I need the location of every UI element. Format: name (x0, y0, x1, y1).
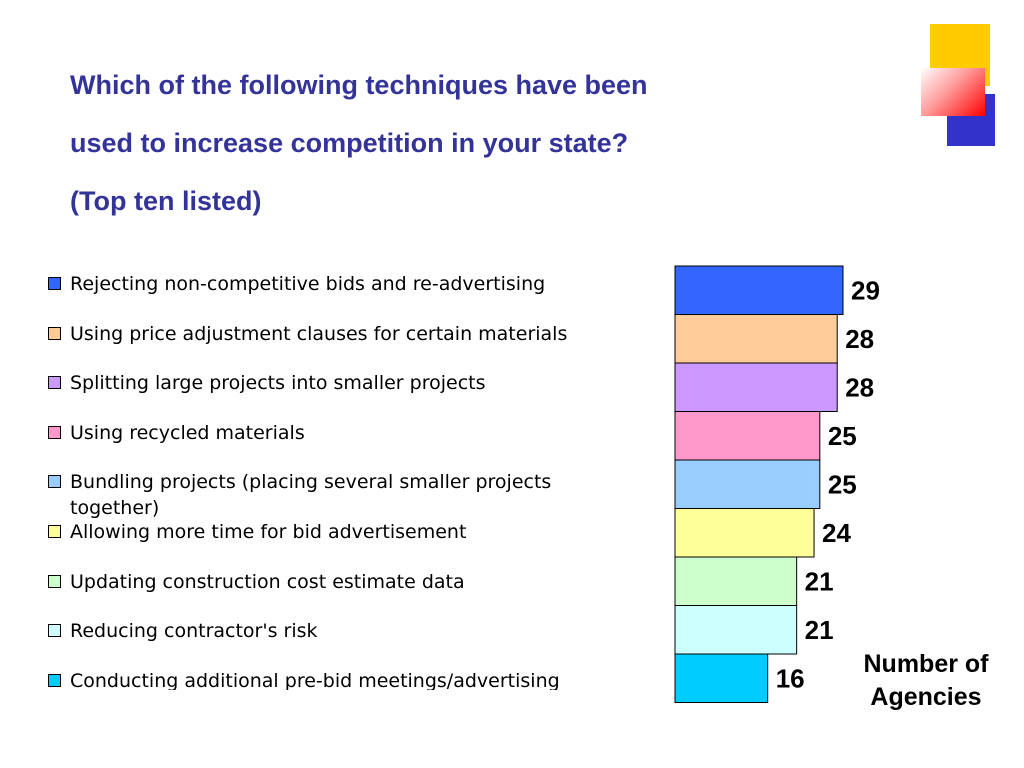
legend-item: Allowing more time for bid advertisement (48, 516, 638, 564)
legend-label: Using recycled materials (70, 421, 305, 444)
legend-item: Rejecting non-competitive bids and re-ad… (48, 268, 638, 316)
bar (674, 411, 821, 461)
legend-label: Reducing contractor's risk (70, 620, 318, 643)
data-label: 16 (776, 663, 805, 693)
legend-swatch (48, 326, 61, 340)
legend-label: Splitting large projects into smaller pr… (70, 372, 486, 395)
legend-swatch (48, 624, 61, 638)
data-label: 25 (828, 469, 857, 499)
title-line-1: Which of the following techniques have b… (70, 70, 648, 100)
legend-label: Using price adjustment clauses for certa… (70, 322, 568, 345)
bar (674, 605, 798, 655)
legend-label: Updating construction cost estimate data (70, 570, 465, 593)
bar (674, 556, 798, 606)
data-label: 28 (845, 372, 874, 402)
legend-bottom-clip (40, 690, 640, 720)
legend-swatch (48, 673, 61, 687)
chart-title: Which of the following techniques have b… (70, 56, 850, 230)
legend-label: Allowing more time for bid advertisement (70, 521, 467, 543)
legend-swatch (48, 277, 61, 290)
bar (674, 362, 838, 412)
legend-item: Updating construction cost estimate data (48, 566, 638, 614)
legend-swatch (48, 425, 61, 439)
data-label: 25 (828, 421, 857, 451)
legend-item: Using price adjustment clauses for certa… (48, 318, 638, 366)
bar (674, 653, 769, 703)
legend-item: Bundling projects (placing several small… (48, 466, 638, 519)
data-label: 21 (805, 615, 834, 645)
legend-item: Reducing contractor's risk (48, 615, 638, 663)
data-label: 24 (822, 518, 851, 548)
legend-swatch (48, 525, 61, 538)
bar (674, 265, 844, 315)
bar (674, 314, 838, 364)
decorative-red-gradient-square (921, 68, 985, 116)
legend-label: Rejecting non-competitive bids and re-ad… (70, 273, 546, 295)
legend-label: Bundling projects (placing several small… (70, 471, 552, 520)
axis-title: Number of Agencies (863, 650, 989, 711)
legend-swatch (48, 574, 61, 588)
legend-item: Using recycled materials (48, 417, 638, 465)
bar (674, 508, 815, 558)
legend-item: Conducting additional pre-bid meetings/a… (48, 665, 638, 713)
legend-swatch (48, 475, 61, 489)
legend-item: Splitting large projects into smaller pr… (48, 367, 638, 415)
data-label: 21 (805, 566, 834, 596)
bar (674, 459, 821, 509)
legend-label: Conducting additional pre-bid meetings/a… (70, 669, 560, 692)
data-label: 29 (851, 275, 880, 305)
legend-swatch (48, 376, 61, 390)
title-line-3: (Top ten listed) (70, 186, 262, 216)
data-label: 28 (845, 324, 874, 354)
title-line-2: used to increase competition in your sta… (70, 128, 629, 158)
